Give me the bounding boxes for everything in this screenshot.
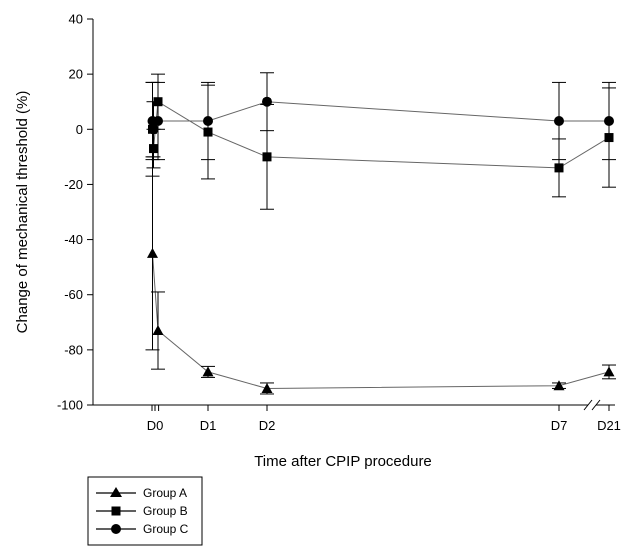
- y-tick-label: -80: [64, 342, 83, 357]
- series-group-b: [145, 73, 616, 210]
- legend-item-group-c: Group C: [96, 522, 189, 536]
- data-point: [203, 116, 213, 127]
- data-point: [152, 325, 164, 336]
- x-tick-label: D1: [200, 418, 217, 433]
- x-axis-title: Time after CPIP procedure: [254, 453, 432, 470]
- data-point: [202, 366, 214, 377]
- axes: -100 -80 -60 -40 -20 0 20 40 D0 D1 D2 D7 D21: [57, 12, 621, 434]
- data-point: [603, 366, 615, 377]
- x-tick-label: D0: [147, 418, 164, 433]
- series-line: [152, 100, 610, 169]
- y-tick-label: -100: [57, 398, 83, 413]
- square-marker-icon: [111, 506, 121, 516]
- axis-break-mark: [583, 399, 593, 411]
- data-point: [554, 116, 564, 127]
- data-point: [261, 382, 273, 393]
- series-line: [152, 253, 610, 389]
- data-point: [153, 116, 163, 127]
- y-tick-label: 40: [69, 12, 83, 27]
- data-point: [554, 163, 564, 173]
- y-axis-title: Change of mechanical threshold (%): [14, 91, 31, 334]
- series-group-a: [145, 156, 616, 395]
- axis-break-mark: [591, 399, 601, 411]
- x-tick-label: D7: [551, 418, 568, 433]
- legend-label: Group B: [143, 504, 188, 518]
- y-tick-label: 0: [76, 122, 83, 137]
- legend-label: Group C: [143, 522, 189, 536]
- circle-marker-icon: [111, 524, 121, 534]
- legend-item-group-a: Group A: [96, 486, 187, 500]
- data-point: [148, 124, 159, 135]
- series-line: [152, 101, 609, 131]
- y-tick-label: -20: [64, 177, 83, 192]
- legend-item-group-b: Group B: [96, 504, 188, 518]
- legend: Group A Group B Group C: [87, 476, 203, 546]
- triangle-marker-icon: [110, 487, 122, 497]
- series-group-c: [145, 72, 616, 161]
- x-tick-label: D21: [597, 418, 621, 433]
- x-tick-label: D2: [259, 418, 276, 433]
- data-point: [262, 96, 272, 107]
- y-tick-label: 20: [69, 67, 83, 82]
- y-tick-label: -40: [64, 232, 83, 247]
- data-point: [604, 116, 614, 127]
- y-tick-label: -60: [64, 287, 83, 302]
- series-layer: [145, 72, 616, 395]
- data-point: [553, 380, 565, 391]
- data-point: [147, 247, 158, 258]
- legend-label: Group A: [143, 486, 187, 500]
- data-point: [262, 152, 272, 162]
